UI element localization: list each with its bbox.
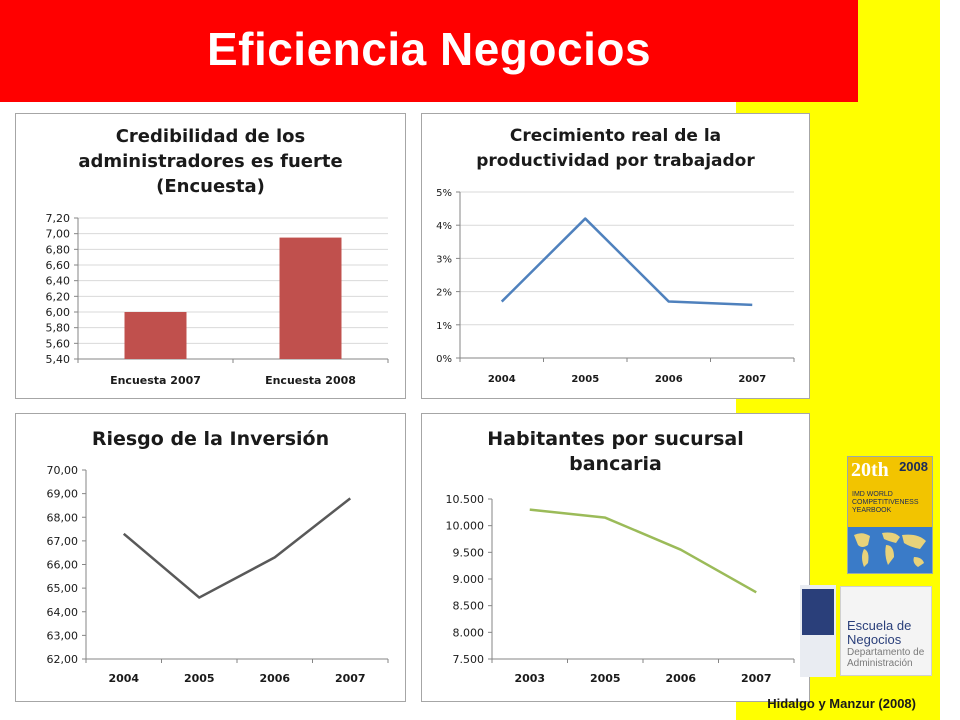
imd-badge: 20th <box>851 459 889 481</box>
series-line <box>529 508 757 594</box>
x-tick-label: 2007 <box>741 672 772 685</box>
x-tick-label: 2006 <box>655 374 683 385</box>
y-tick-label: 68,00 <box>47 511 79 524</box>
escuela-line: Escuela de <box>847 618 912 633</box>
y-tick-label: 10.500 <box>446 493 485 506</box>
bar <box>279 237 342 359</box>
x-tick-label: 2003 <box>514 672 545 685</box>
series-line <box>122 497 352 599</box>
right-margin <box>940 0 960 720</box>
y-tick-label: 7,00 <box>46 228 71 241</box>
chart-svg: 70,00 69,00 68,00 67,00 66,00 65,00 64,00 63,00… <box>47 464 389 685</box>
university-logo <box>800 585 836 677</box>
y-tick-label: 1% <box>436 321 452 332</box>
citation: Hidalgo y Manzur (2008) <box>767 696 916 711</box>
y-tick-label: 10.000 <box>446 520 485 533</box>
escuela-line: Negocios <box>847 632 902 647</box>
y-tick-label: 69,00 <box>47 488 79 501</box>
y-tick-label: 5,80 <box>46 322 71 335</box>
y-tick-label: 0% <box>436 354 452 365</box>
university-seal-icon <box>802 589 834 635</box>
imd-text-line: YEARBOOK <box>852 507 892 514</box>
y-tick-label: 64,00 <box>47 606 79 619</box>
y-tick-label: 9.000 <box>453 573 485 586</box>
y-tick-label: 6,20 <box>46 290 71 303</box>
y-tick-label: 8.500 <box>453 600 485 613</box>
x-tick-label: 2006 <box>665 672 696 685</box>
chart-title-line: administradores es fuerte <box>78 151 343 172</box>
imd-text-line: IMD WORLD <box>852 491 893 498</box>
y-tick-label: 4% <box>436 221 452 232</box>
chart-panel-credibilidad: Credibilidad de los administradores es fu… <box>15 113 406 399</box>
chart-title-line: Habitantes por sucursal <box>487 428 744 450</box>
x-tick-label: 2006 <box>259 672 290 685</box>
y-tick-label: 7,20 <box>46 212 71 225</box>
y-tick-label: 5% <box>436 188 452 199</box>
x-tick-label: 2005 <box>571 374 599 385</box>
y-tick-label: 6,40 <box>46 275 71 288</box>
y-tick-label: 63,00 <box>47 629 79 642</box>
x-tick-label: 2007 <box>335 672 366 685</box>
y-tick-label: 8.000 <box>453 626 485 639</box>
y-tick-label: 6,00 <box>46 306 71 319</box>
y-tick-label: 5,60 <box>46 337 71 350</box>
bar <box>124 312 187 359</box>
chart-title-line: (Encuesta) <box>156 176 265 197</box>
y-tick-label: 2% <box>436 288 452 299</box>
chart-panel-productividad: Crecimiento real de la productividad por … <box>421 113 810 399</box>
y-tick-label: 3% <box>436 254 452 265</box>
chart-title-line: Credibilidad de los <box>115 126 306 147</box>
y-tick-label: 65,00 <box>47 582 79 595</box>
escuela-negocios-logo: Escuela de Negocios Departamento de Admi… <box>840 586 932 676</box>
y-tick-label: 62,00 <box>47 653 79 666</box>
y-tick-label: 5,40 <box>46 353 71 366</box>
y-tick-label: 70,00 <box>47 464 79 477</box>
x-tick-label: Encuesta 2007 <box>110 374 201 387</box>
chart-panel-riesgo: Riesgo de la Inversión 70,00 69,00 68,00 67,… <box>15 413 406 702</box>
title-bar: Eficiencia Negocios <box>0 0 858 102</box>
y-tick-label: 9.500 <box>453 546 485 559</box>
chart-title-line: productividad por trabajador <box>476 151 755 171</box>
x-tick-label: 2004 <box>108 672 139 685</box>
y-tick-label: 6,60 <box>46 259 71 272</box>
y-tick-label: 6,80 <box>46 243 71 256</box>
x-tick-label: 2005 <box>590 672 621 685</box>
imd-yearbook-logo: 20th 2008 IMD WORLD COMPETITIVENESS YEAR… <box>847 456 933 574</box>
chart-svg: 7,20 7,00 6,80 6,60 6,40 6,20 6,00 5,80 5,60 5,40… <box>46 212 389 387</box>
chart-svg: 5% 4% 3% 2% 1% 0% 2004 2005 2006 2007 <box>436 188 795 385</box>
imd-year: 2008 <box>899 459 928 474</box>
chart-panel-habitantes: Habitantes por sucursal bancaria 10.500 10.… <box>421 413 810 702</box>
imd-text-line: COMPETITIVENESS <box>852 499 919 506</box>
escuela-line: Administración <box>847 658 913 669</box>
slide-title: Eficiencia Negocios <box>206 23 652 75</box>
x-tick-label: 2007 <box>738 374 766 385</box>
chart-title-line: bancaria <box>569 453 662 475</box>
y-tick-label: 66,00 <box>47 559 79 572</box>
escuela-line: Departamento de <box>847 647 925 658</box>
x-tick-label: 2005 <box>184 672 215 685</box>
world-map-icon <box>848 527 932 573</box>
chart-title-line: Riesgo de la Inversión <box>91 428 330 450</box>
chart-svg: 10.500 10.000 9.500 9.000 8.500 8.000 7.500 200… <box>446 493 795 685</box>
series-line <box>500 217 753 307</box>
y-tick-label: 67,00 <box>47 535 79 548</box>
x-tick-label: Encuesta 2008 <box>265 374 356 387</box>
y-tick-label: 7.500 <box>453 653 485 666</box>
chart-title-line: Crecimiento real de la <box>509 126 722 146</box>
x-tick-label: 2004 <box>488 374 516 385</box>
